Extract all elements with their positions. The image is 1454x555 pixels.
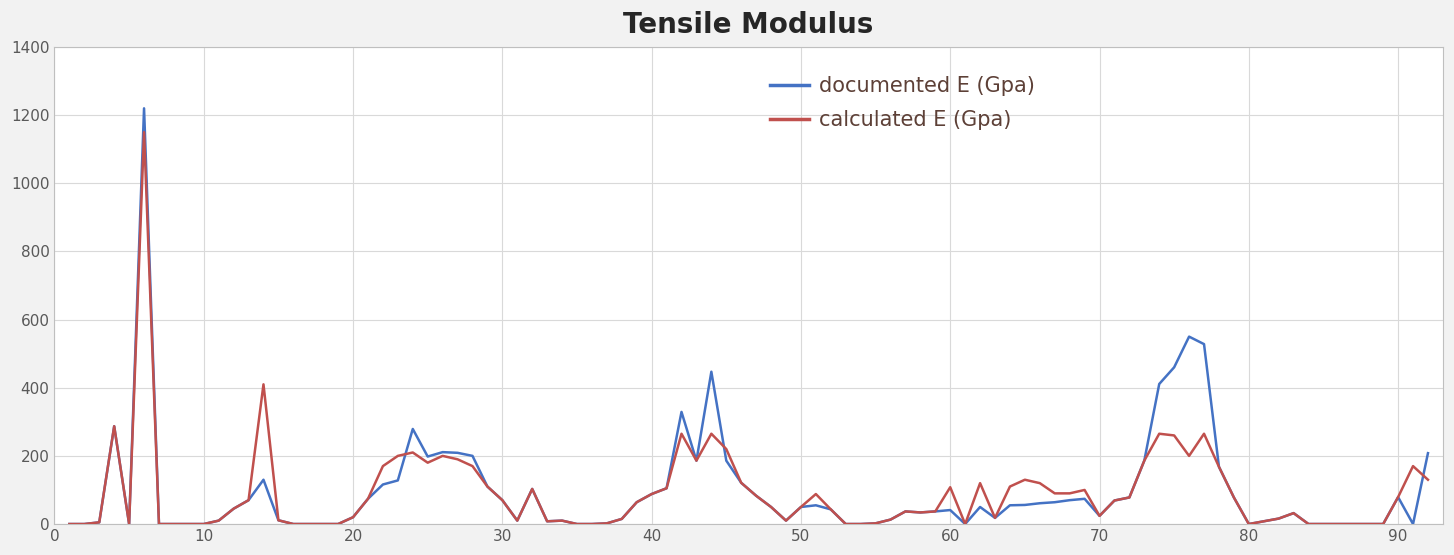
Line: documented E (Gpa): documented E (Gpa) bbox=[70, 108, 1428, 524]
documented E (Gpa) bbox=[1210, 463, 1227, 470]
calculated E (Gpa) bbox=[1136, 457, 1153, 464]
Legend: documented E (Gpa), calculated E (Gpa): documented E (Gpa), calculated E (Gpa) bbox=[760, 66, 1044, 139]
documented E (Gpa) bbox=[1166, 364, 1184, 371]
calculated E (Gpa) bbox=[1076, 487, 1093, 493]
calculated E (Gpa) bbox=[1150, 431, 1168, 437]
Title: Tensile Modulus: Tensile Modulus bbox=[624, 11, 874, 39]
documented E (Gpa) bbox=[135, 105, 153, 112]
documented E (Gpa) bbox=[1136, 457, 1153, 464]
calculated E (Gpa) bbox=[61, 521, 79, 527]
calculated E (Gpa) bbox=[1210, 463, 1227, 470]
documented E (Gpa) bbox=[881, 516, 899, 523]
calculated E (Gpa) bbox=[1166, 432, 1184, 439]
calculated E (Gpa) bbox=[881, 516, 899, 523]
documented E (Gpa) bbox=[1150, 381, 1168, 387]
documented E (Gpa) bbox=[61, 521, 79, 527]
documented E (Gpa) bbox=[1076, 496, 1093, 502]
Line: calculated E (Gpa): calculated E (Gpa) bbox=[70, 132, 1428, 524]
calculated E (Gpa) bbox=[1419, 476, 1437, 483]
documented E (Gpa) bbox=[1419, 450, 1437, 456]
calculated E (Gpa) bbox=[135, 129, 153, 135]
